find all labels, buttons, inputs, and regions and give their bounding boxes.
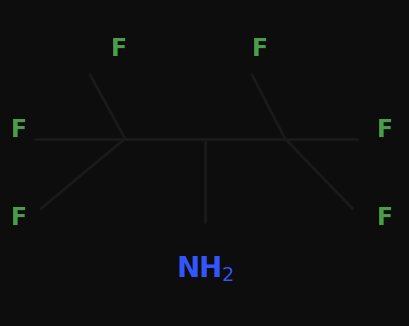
Text: NH$_2$: NH$_2$ <box>175 254 234 284</box>
Text: F: F <box>376 206 393 230</box>
Text: F: F <box>110 37 127 61</box>
Text: F: F <box>10 206 27 230</box>
Text: F: F <box>376 118 393 142</box>
Text: F: F <box>10 118 27 142</box>
Text: F: F <box>252 37 268 61</box>
